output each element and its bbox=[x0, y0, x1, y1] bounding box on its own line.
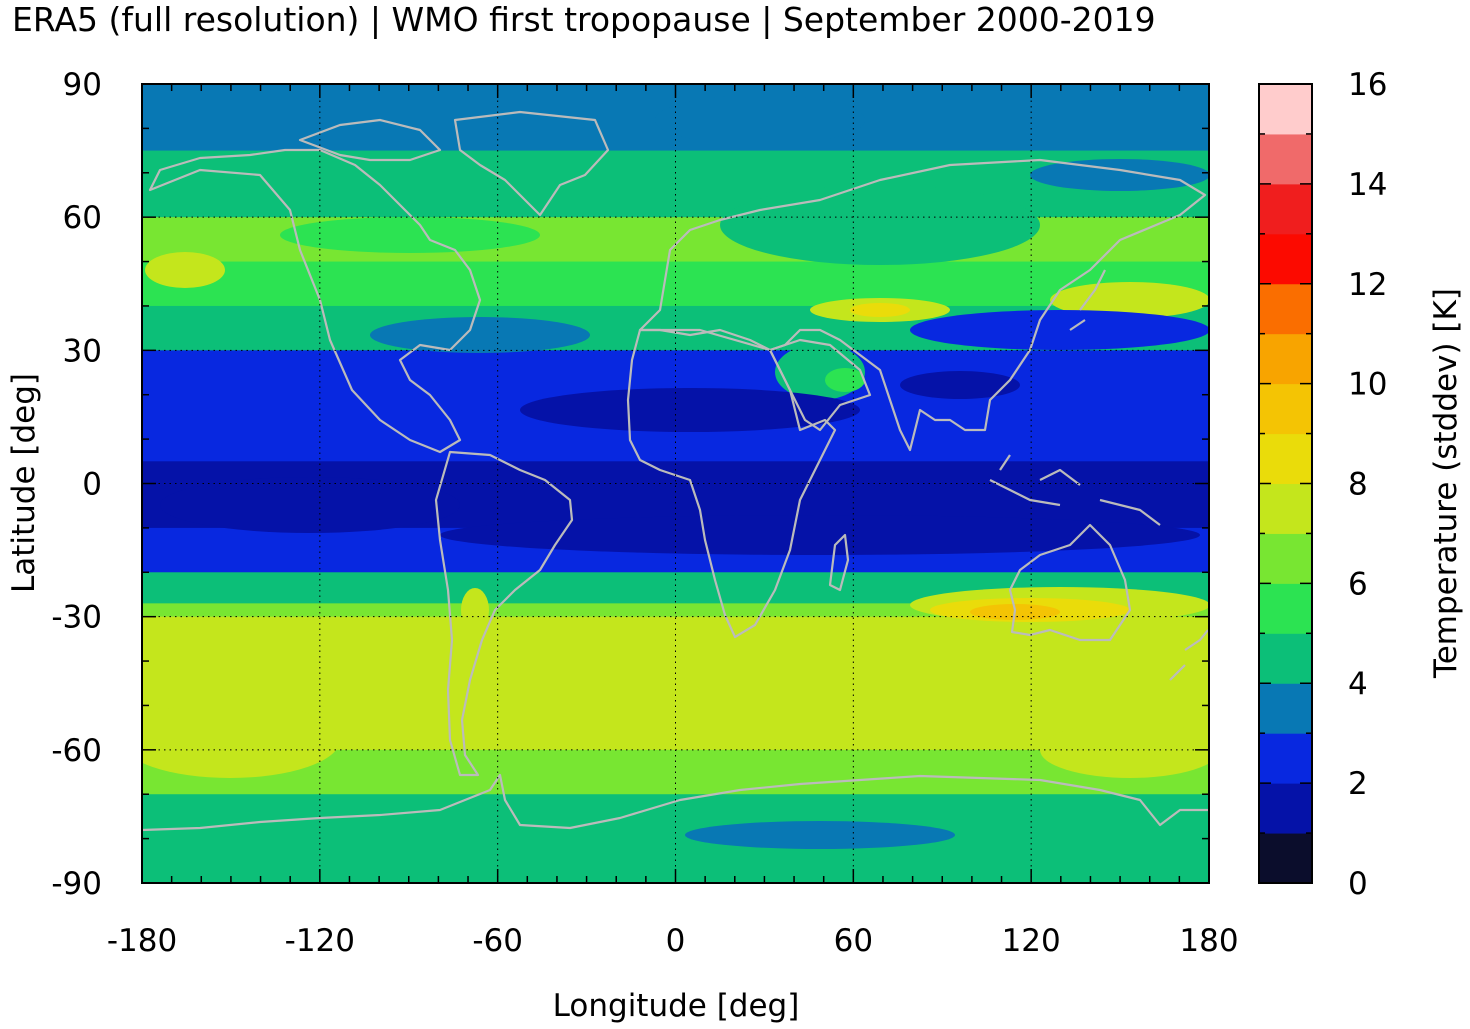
x-axis-label: Longitude [deg] bbox=[553, 988, 800, 1024]
colorbar-label: Temperature (stddev) [K] bbox=[1428, 288, 1464, 679]
colorbar-tick-label: 16 bbox=[1348, 67, 1387, 103]
chart-title: ERA5 (full resolution) | WMO first tropo… bbox=[12, 0, 1156, 39]
coastline-madagascar bbox=[828, 533, 850, 592]
field-blob bbox=[825, 368, 865, 392]
colorbar-swatch bbox=[1259, 433, 1312, 484]
grid-lines bbox=[142, 84, 1209, 883]
coastline-north-america bbox=[148, 148, 482, 454]
x-tick-label: -180 bbox=[107, 923, 177, 959]
coastline-south-america bbox=[434, 450, 574, 777]
colorbar-frame bbox=[1258, 83, 1313, 884]
y-tick-label: -60 bbox=[51, 733, 102, 769]
colorbar-swatch bbox=[1259, 633, 1312, 684]
colorbar-swatch bbox=[1259, 533, 1312, 584]
colorbar-swatch bbox=[1259, 483, 1312, 534]
field-blob bbox=[850, 303, 910, 317]
colorbar-tick-label: 6 bbox=[1348, 566, 1368, 602]
coastline-africa bbox=[626, 328, 837, 639]
coastline-new-zealand bbox=[1169, 629, 1209, 681]
colorbar bbox=[1259, 83, 1312, 884]
coastline-eurasia bbox=[638, 158, 1207, 452]
colorbar-tick-label: 10 bbox=[1348, 367, 1387, 403]
colorbar-swatch bbox=[1259, 583, 1312, 634]
field-blob bbox=[910, 310, 1209, 350]
y-tick-label: -30 bbox=[51, 600, 102, 636]
coastlines bbox=[142, 110, 1209, 832]
plot-frame bbox=[141, 83, 1210, 884]
field-blob bbox=[655, 95, 865, 145]
colorbar-swatch bbox=[1259, 84, 1312, 135]
coastline-greenland bbox=[453, 110, 610, 217]
colorbar-swatch bbox=[1259, 383, 1312, 435]
colorbar-tick-labels: 0 2 4 6 8 10 12 14 16 bbox=[1348, 67, 1387, 902]
field-blob bbox=[440, 515, 1200, 555]
colorbar-swatch bbox=[1259, 783, 1312, 834]
coastline-arctic-islands bbox=[298, 118, 442, 162]
colorbar-tick-label: 12 bbox=[1348, 267, 1387, 303]
colorbar-swatch bbox=[1259, 683, 1312, 734]
y-tick-label: 0 bbox=[82, 467, 102, 503]
field-blob bbox=[1030, 159, 1209, 191]
x-tick-label: 0 bbox=[666, 923, 686, 959]
field-blob bbox=[520, 388, 860, 432]
x-tick-label: -120 bbox=[285, 923, 355, 959]
field-blob bbox=[370, 317, 590, 353]
x-tick-label: 180 bbox=[1179, 923, 1238, 959]
colorbar-tick-label: 4 bbox=[1348, 666, 1368, 702]
field-blob bbox=[1040, 722, 1209, 778]
field-blob bbox=[142, 702, 340, 778]
coastline-japan bbox=[1069, 269, 1106, 331]
field-blob bbox=[685, 821, 955, 849]
zonal-band bbox=[142, 461, 1209, 484]
y-axis-label: Latitude [deg] bbox=[6, 373, 42, 593]
coastline-antarctica bbox=[142, 773, 1209, 832]
y-tick-label: 90 bbox=[63, 67, 102, 103]
y-tick-label: -90 bbox=[51, 866, 102, 902]
coastline-indonesia bbox=[989, 454, 1161, 526]
tick-marks bbox=[141, 83, 1210, 884]
coastline-australia bbox=[1008, 523, 1132, 642]
field-blob bbox=[145, 252, 225, 288]
coastline-arabia bbox=[768, 338, 872, 432]
colorbar-tick-label: 0 bbox=[1348, 866, 1368, 902]
x-tick-label: 120 bbox=[1002, 923, 1061, 959]
colorbar-tick-label: 14 bbox=[1348, 167, 1387, 203]
colorbar-swatch bbox=[1259, 233, 1312, 285]
x-tick-label: -60 bbox=[472, 923, 523, 959]
colorbar-swatch bbox=[1259, 833, 1312, 884]
y-tick-label: 60 bbox=[63, 200, 102, 236]
colorbar-tick-label: 2 bbox=[1348, 766, 1368, 802]
colorbar-swatch bbox=[1259, 133, 1312, 185]
field-blob bbox=[720, 185, 1040, 265]
colorbar-swatch bbox=[1259, 183, 1312, 235]
y-tick-labels: 90 60 30 0 -30 -60 -90 bbox=[51, 67, 102, 902]
field-blob bbox=[900, 371, 1020, 399]
x-tick-labels: -180 -120 -60 0 60 120 180 bbox=[107, 923, 1239, 959]
field-blob bbox=[280, 217, 540, 253]
field-blob bbox=[461, 588, 489, 632]
field-blob bbox=[1050, 282, 1209, 318]
x-tick-label: 60 bbox=[834, 923, 873, 959]
colorbar-swatch bbox=[1259, 733, 1312, 784]
field-blob bbox=[600, 678, 700, 702]
colorbar-swatch bbox=[1259, 333, 1312, 385]
field-blob bbox=[160, 477, 460, 533]
colorbar-swatch bbox=[1259, 283, 1312, 335]
colorbar-tick-label: 8 bbox=[1348, 467, 1368, 503]
y-tick-label: 30 bbox=[63, 333, 102, 369]
